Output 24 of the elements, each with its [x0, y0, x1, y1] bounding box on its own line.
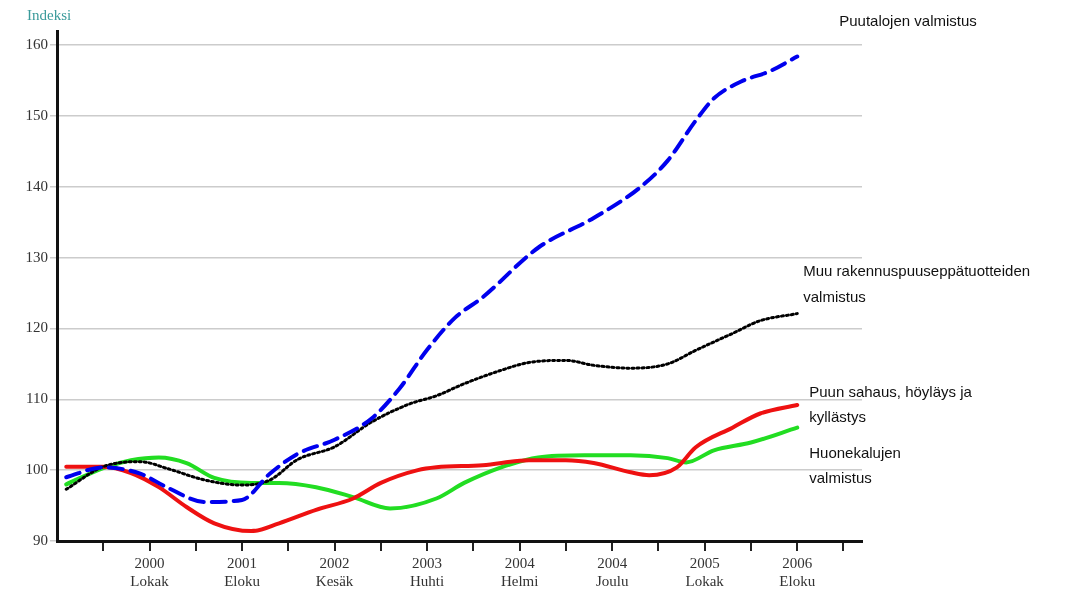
- series-label: Huonekalujen valmistus: [809, 443, 901, 486]
- x-tick-label: 2004 Joulu: [595, 554, 629, 589]
- x-tick-label: 2004 Helmi: [500, 554, 539, 589]
- series-label: Puun sahaus, höyläys ja kyllästys: [809, 383, 973, 426]
- y-tick-label: 150: [25, 106, 48, 123]
- x-tick-label: 2000 Lokak: [130, 554, 170, 589]
- x-tick-label: 2001 Eloku: [224, 554, 261, 589]
- line-series: [64, 403, 800, 534]
- y-tick-label: 110: [26, 390, 48, 407]
- line-series: [64, 312, 799, 491]
- y-tick-label: 140: [25, 177, 48, 194]
- line-series: [64, 54, 800, 505]
- y-axis-title: Indeksi: [27, 7, 72, 23]
- x-tick-label: 2002 Kesäk: [315, 554, 354, 589]
- y-tick-label: 160: [25, 36, 48, 53]
- y-tick-label: 130: [25, 248, 48, 265]
- x-tick-label: 2003 Huhti: [410, 554, 445, 589]
- series-label: Muu rakennuspuuseppätuotteiden valmistus: [803, 261, 1031, 305]
- y-tick-label: 120: [25, 319, 48, 336]
- y-tick-label: 100: [25, 461, 48, 478]
- x-tick-label: 2005 Lokak: [685, 554, 725, 589]
- text: Puutalojen valmistus: [839, 11, 977, 29]
- y-tick-label: 90: [33, 531, 48, 548]
- x-tick-label: 2006 Eloku: [779, 554, 816, 589]
